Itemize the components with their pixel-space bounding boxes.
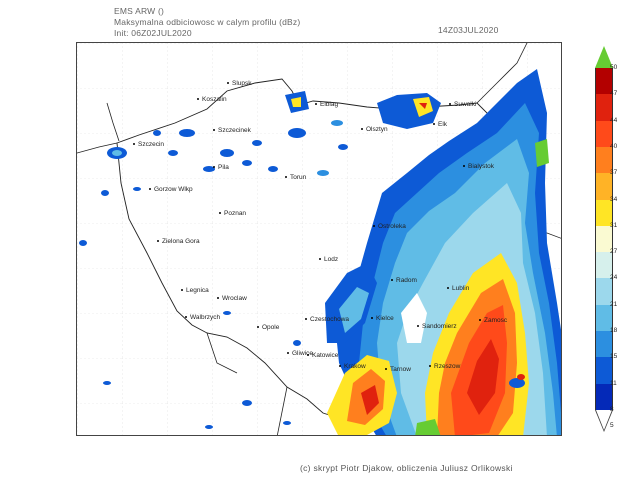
- legend-label-24: 24: [610, 274, 618, 282]
- legend-swatch-11: [595, 357, 613, 384]
- legend-label-47: 47: [610, 90, 618, 98]
- map-canvas: [77, 43, 561, 435]
- city-sandomierz: Sandomierz: [417, 323, 457, 330]
- city-walbrzych: Walbrzych: [185, 314, 220, 321]
- city-rzeszow: Rzeszow: [429, 363, 460, 370]
- city-pila: Pila: [213, 164, 229, 171]
- city-zamosc: Zamosc: [479, 317, 507, 324]
- legend-label-5: 5: [610, 422, 614, 429]
- legend-swatch-24: [595, 252, 613, 279]
- city-czestochowa: Czestochowa: [305, 316, 349, 323]
- legend-swatch-21: [595, 278, 613, 305]
- city-tarnow: Tarnow: [385, 366, 411, 373]
- city-suwalki: Suwalki: [449, 101, 476, 108]
- field-title: Maksymalna odbiciowosc w calym profilu (…: [114, 17, 301, 27]
- legend-swatch-8: [595, 383, 613, 410]
- city-lublin: Lublin: [447, 285, 469, 292]
- model-title: EMS ARW (): [114, 6, 165, 16]
- legend-label-44: 44: [610, 116, 618, 124]
- legend-label-31: 31: [610, 221, 618, 229]
- city-zielona-gora: Zielona Gora: [157, 238, 200, 245]
- city-olsztyn: Olsztyn: [361, 126, 388, 133]
- city-opole: Opole: [257, 324, 279, 331]
- credits-footer: (c) skrypt Piotr Djakow, obliczenia Juli…: [300, 463, 513, 473]
- legend-label-21: 21: [610, 300, 618, 308]
- reflectivity-map: Slupsk Koszalin Elblag Suwalki Olsztyn E…: [76, 42, 562, 436]
- city-gliwice: Gliwice: [287, 350, 313, 357]
- legend-label-8: 8: [610, 406, 614, 413]
- valid-time: 14Z03JUL2020: [438, 25, 499, 35]
- city-katowice: Katowice: [307, 352, 338, 359]
- legend-swatch-15: [595, 331, 613, 358]
- city-krakow: Krakow: [339, 363, 366, 370]
- legend-swatch-34: [595, 173, 613, 200]
- city-gorzow-wlkp: Gorzow Wlkp: [149, 186, 193, 193]
- city-ostroleka: Ostroleka: [373, 223, 406, 230]
- city-kielce: Kielce: [371, 315, 394, 322]
- legend-label-50: 50: [610, 64, 618, 71]
- city-poznan: Poznan: [219, 210, 246, 217]
- city-szczecin: Szczecin: [133, 141, 164, 148]
- legend-label-11: 11: [610, 379, 617, 387]
- city-koszalin: Koszalin: [197, 96, 227, 103]
- city-bialystok: Bialystok: [463, 163, 494, 170]
- city-torun: Torun: [285, 174, 306, 181]
- legend-swatch-37: [595, 146, 613, 174]
- city-slupsk: Slupsk: [227, 80, 252, 87]
- city-radom: Radom: [391, 277, 417, 284]
- legend-swatch-47: [595, 68, 613, 95]
- legend-swatch-31: [595, 199, 613, 226]
- init-time: Init: 06Z02JUL2020: [114, 28, 192, 38]
- legend-swatch-44: [595, 94, 613, 121]
- legend-label-34: 34: [610, 195, 618, 203]
- legend-label-40: 40: [610, 142, 618, 150]
- city-wroclaw: Wroclaw: [217, 295, 247, 302]
- legend-label-18: 18: [610, 327, 618, 335]
- legend-label-15: 15: [610, 353, 618, 361]
- color-scale-legend: [595, 46, 613, 432]
- legend-label-37: 37: [610, 169, 618, 177]
- legend-swatch-18: [595, 304, 613, 332]
- city-szczecinek: Szczecinek: [213, 127, 251, 134]
- city-lodz: Lodz: [319, 256, 338, 263]
- legend-label-27: 27: [610, 248, 618, 256]
- city-elk: Elk: [433, 121, 447, 128]
- city-legnica: Legnica: [181, 287, 209, 294]
- coastline-left: [77, 102, 120, 154]
- legend-swatch-40: [595, 120, 613, 147]
- legend-swatch-27: [595, 225, 613, 253]
- reflectivity-fields: [79, 69, 561, 435]
- city-elblag: Elblag: [315, 101, 338, 108]
